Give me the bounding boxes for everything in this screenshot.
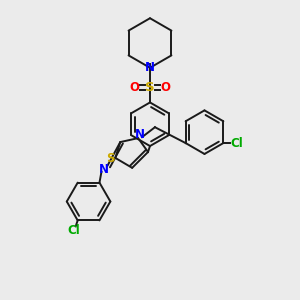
Text: Cl: Cl (67, 224, 80, 237)
Text: N: N (98, 163, 108, 176)
Text: S: S (106, 152, 115, 165)
Text: N: N (135, 128, 145, 141)
Text: N: N (145, 61, 155, 74)
Text: S: S (145, 81, 155, 94)
Text: O: O (129, 81, 139, 94)
Text: O: O (161, 81, 171, 94)
Text: Cl: Cl (231, 136, 244, 150)
